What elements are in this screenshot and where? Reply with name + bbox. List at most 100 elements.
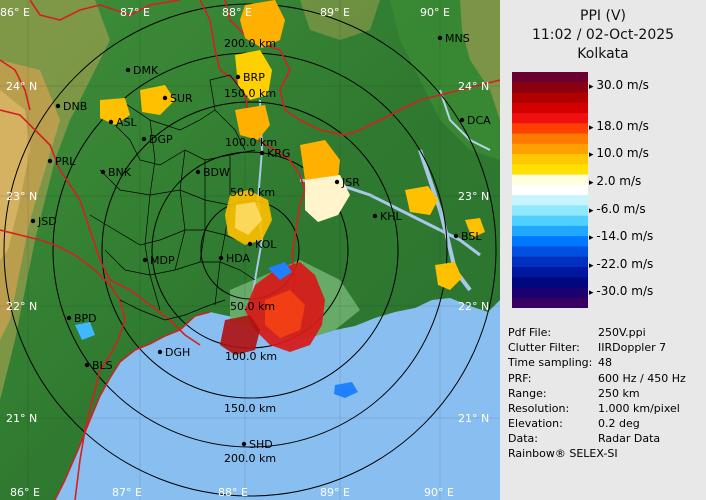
- city-dot: [47, 158, 53, 164]
- metadata-value: 1.000 km/pixel: [598, 402, 680, 415]
- city-label: DMK: [133, 64, 159, 77]
- city-dot: [437, 35, 443, 41]
- range-labels: 50.0 km 100.0 km 150.0 km 200.0 km 50.0 …: [224, 37, 277, 465]
- lon-labels-bottom: 86° E 87° E 88° E 89° E 90° E: [10, 486, 454, 499]
- legend-label: ▸ 18.0 m/s: [589, 119, 649, 133]
- legend-label: ▸ -14.0 m/s: [589, 229, 653, 243]
- city-dot: [259, 150, 265, 156]
- city-dot: [30, 218, 36, 224]
- city-label: BSL: [461, 230, 482, 243]
- legend-swatch: [512, 215, 588, 227]
- terrain-west-peak: [0, 90, 30, 260]
- city-marker: DNB: [55, 100, 87, 113]
- city-marker: MNS: [437, 32, 470, 45]
- city-marker: JSD: [30, 215, 57, 228]
- range-label: 150.0 km: [224, 402, 276, 415]
- city-label: KHL: [380, 210, 402, 223]
- legend-swatch: [512, 277, 588, 288]
- legend-colorbar: [512, 72, 588, 308]
- city-marker: DCA: [459, 114, 491, 127]
- metadata-value: 48: [598, 356, 612, 370]
- range-label: 100.0 km: [225, 350, 277, 363]
- legend-swatch: [512, 92, 588, 104]
- metadata-key: PRF:: [508, 371, 532, 385]
- legend-value: -30.0 m/s: [596, 284, 654, 298]
- city-label: BRP: [243, 71, 265, 84]
- metadata-row: Data: Radar Data: [508, 432, 660, 445]
- legend-value: 10.0 m/s: [596, 146, 649, 160]
- metadata-key: Elevation:: [508, 417, 563, 431]
- city-dot: [372, 213, 378, 219]
- lon-label: 87° E: [120, 6, 150, 19]
- city-dot: [141, 136, 147, 142]
- metadata-value: 250V.ppi: [598, 326, 646, 339]
- legend-value: 18.0 m/s: [596, 119, 649, 133]
- city-label: KRG: [267, 147, 290, 160]
- city-dot: [84, 362, 90, 368]
- city-label: BNK: [108, 166, 132, 179]
- city-marker: KOL: [247, 238, 277, 251]
- legend-arrow-icon: ▸: [589, 178, 597, 188]
- legend-label: ▸ 2.0 m/s: [589, 174, 641, 188]
- metadata-row: Resolution: 1.000 km/pixel: [508, 402, 680, 415]
- range-label: 200.0 km: [224, 452, 276, 465]
- lat-label: 22° N: [6, 300, 37, 313]
- radar-map: 86° E 87° E 88° E 89° E 90° E 86° E 87° …: [0, 0, 500, 500]
- metadata-row: Pdf File: 250V.ppi: [508, 326, 646, 339]
- legend-swatch: [512, 266, 588, 278]
- city-dot: [235, 74, 241, 80]
- legend-swatch: [512, 236, 588, 247]
- lat-label: 21° N: [458, 412, 489, 425]
- city-dot: [247, 241, 253, 247]
- city-label: ASL: [116, 116, 138, 129]
- city-marker: BLS: [84, 359, 113, 372]
- metadata-value: 250 km: [598, 386, 640, 400]
- district-boundaries: [89, 74, 256, 321]
- legend-swatch: [512, 225, 588, 237]
- legend-arrow-icon: ▸: [589, 123, 597, 133]
- city-dot: [218, 255, 224, 261]
- legend-swatch: [512, 287, 588, 299]
- legend-value: 2.0 m/s: [596, 174, 642, 188]
- city-marker: SHD: [241, 438, 273, 451]
- city-marker: JSR: [334, 176, 360, 189]
- city-dot: [459, 117, 465, 123]
- legend-label: ▸ -22.0 m/s: [589, 257, 653, 271]
- lon-label: 90° E: [424, 486, 454, 499]
- range-label: 50.0 km: [230, 186, 275, 199]
- metadata-key: Resolution:: [508, 402, 570, 415]
- city-marker: HDA: [218, 252, 251, 265]
- river-east: [439, 89, 491, 151]
- city-dot: [125, 67, 131, 73]
- legend-label: ▸ 10.0 m/s: [589, 146, 649, 160]
- lon-label: 87° E: [112, 486, 142, 499]
- legend-arrow-icon: ▸: [589, 261, 597, 271]
- city-label: BPD: [74, 312, 97, 325]
- city-marker: DGP: [141, 133, 173, 146]
- city-marker: BNK: [100, 166, 132, 179]
- legend-arrow-icon: ▸: [589, 82, 597, 92]
- city-label: DNB: [63, 100, 87, 113]
- metadata-value: Radar Data: [598, 432, 661, 446]
- metadata-value: 0.2 deg: [598, 417, 640, 431]
- lon-labels-top: 86° E 87° E 88° E 89° E 90° E: [0, 6, 450, 19]
- legend-swatch: [512, 143, 588, 155]
- city-marker: DMK: [125, 64, 159, 77]
- city-label: MDP: [150, 254, 175, 267]
- city-marker: KRG: [259, 147, 290, 160]
- legend-arrow-icon: ▸: [589, 150, 597, 160]
- metadata-row: Range: 250 km: [508, 387, 640, 400]
- legend-swatch: [512, 195, 588, 206]
- legend-label: ▸ 30.0 m/s: [589, 78, 649, 92]
- legend-arrow-icon: ▸: [589, 206, 597, 216]
- city-dot: [100, 169, 106, 175]
- city-marker: PRL: [47, 155, 76, 168]
- city-marker: ASL: [108, 116, 138, 129]
- legend-swatch: [512, 123, 588, 135]
- city-label: HDA: [226, 252, 251, 265]
- city-label: SHD: [249, 438, 273, 451]
- metadata-key: Clutter Filter:: [508, 341, 580, 355]
- lat-label: 23° N: [6, 190, 37, 203]
- city-label: DGP: [149, 133, 173, 146]
